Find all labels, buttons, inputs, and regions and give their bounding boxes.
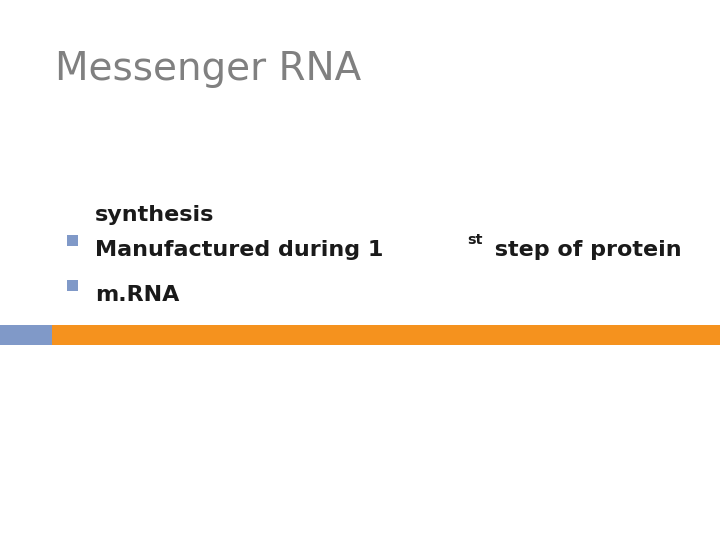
Text: m.RNA: m.RNA (95, 285, 179, 305)
Text: synthesis: synthesis (95, 205, 215, 225)
Text: st: st (467, 233, 482, 247)
Bar (67, 235, 78, 246)
Text: Messenger RNA: Messenger RNA (55, 50, 361, 88)
Bar (0, 325, 52, 345)
Bar (67, 280, 78, 291)
Bar (52, 325, 720, 345)
Text: Manufactured during 1: Manufactured during 1 (95, 240, 383, 260)
Text: step of protein: step of protein (487, 240, 682, 260)
